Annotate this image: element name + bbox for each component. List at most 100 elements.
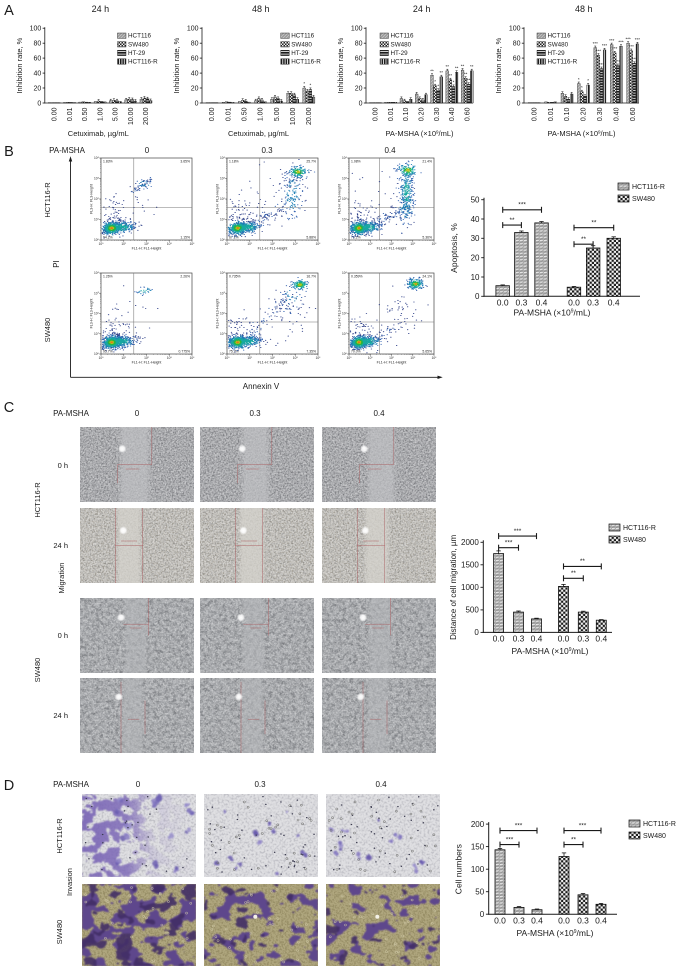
svg-text:SW480: SW480 [55, 920, 64, 945]
svg-text:50: 50 [471, 196, 480, 205]
svg-text:Inhibition rate, %: Inhibition rate, % [15, 37, 24, 93]
svg-text:103: 103 [220, 291, 226, 295]
svg-text:PA-MSHA (×109/mL): PA-MSHA (×109/mL) [547, 129, 616, 138]
svg-text:0.4: 0.4 [536, 298, 548, 308]
svg-text:Apoptosis, %: Apoptosis, % [449, 223, 459, 273]
svg-text:SW480: SW480 [548, 41, 569, 48]
svg-text:*: * [310, 83, 312, 88]
svg-text:C: C [4, 400, 14, 416]
svg-text:75.2%: 75.2% [229, 350, 239, 354]
svg-text:**: ** [467, 78, 471, 83]
svg-text:48 h: 48 h [252, 4, 270, 14]
svg-text:0.00: 0.00 [51, 107, 58, 121]
svg-text:0.00: 0.00 [209, 107, 216, 121]
svg-text:0.735%: 0.735% [229, 275, 241, 279]
svg-text:2.26%: 2.26% [180, 275, 190, 279]
svg-text:0.50: 0.50 [82, 107, 89, 121]
svg-text:HCT116-R: HCT116-R [128, 59, 158, 66]
svg-text:FL3-H: FL3-Height: FL3-H: FL3-Height [90, 184, 94, 214]
svg-text:FL3-H: FL3-Height: FL3-H: FL3-Height [338, 299, 342, 329]
svg-text:**: ** [449, 73, 453, 78]
svg-text:100: 100 [351, 26, 363, 33]
svg-text:103: 103 [167, 356, 173, 360]
svg-text:HCT116-R: HCT116-R [55, 818, 64, 854]
svg-text:***: *** [515, 822, 523, 829]
svg-text:0.3: 0.3 [577, 634, 589, 644]
svg-text:HT-29: HT-29 [291, 50, 309, 57]
svg-text:102: 102 [389, 356, 395, 360]
svg-text:101: 101 [247, 242, 253, 246]
svg-text:2000: 2000 [461, 538, 479, 547]
svg-text:5.65%: 5.65% [422, 350, 432, 354]
svg-text:0.30: 0.30 [434, 107, 441, 121]
svg-text:104: 104 [316, 356, 322, 360]
svg-text:**: ** [580, 558, 586, 565]
svg-text:0: 0 [475, 292, 480, 301]
svg-text:101: 101 [342, 332, 348, 336]
svg-text:0.10: 0.10 [564, 107, 571, 121]
svg-text:100: 100 [342, 238, 348, 242]
svg-text:**: ** [571, 570, 577, 577]
svg-text:0 h: 0 h [58, 461, 68, 470]
svg-text:Annexin V: Annexin V [243, 382, 280, 391]
svg-text:**: ** [440, 70, 444, 75]
svg-text:0.4: 0.4 [595, 916, 607, 926]
svg-text:200: 200 [471, 820, 485, 829]
svg-text:103: 103 [293, 356, 299, 360]
svg-text:HCT116-R: HCT116-R [643, 821, 676, 828]
svg-text:0 h: 0 h [58, 631, 68, 640]
svg-text:101: 101 [121, 242, 127, 246]
svg-text:5.00: 5.00 [274, 107, 281, 121]
svg-text:60: 60 [513, 56, 521, 63]
svg-text:0.30: 0.30 [597, 107, 604, 121]
svg-text:HT-29: HT-29 [548, 50, 566, 57]
svg-text:**: ** [446, 64, 450, 69]
svg-text:0.3: 0.3 [577, 916, 589, 926]
svg-text:0: 0 [517, 100, 521, 107]
svg-text:24 h: 24 h [53, 541, 68, 550]
svg-text:80: 80 [34, 41, 42, 48]
svg-text:***: *** [609, 38, 615, 43]
svg-text:*: * [453, 80, 455, 85]
svg-text:100: 100 [225, 242, 231, 246]
svg-text:48 h: 48 h [575, 4, 593, 14]
svg-text:0.20: 0.20 [419, 107, 426, 121]
svg-text:104: 104 [432, 242, 438, 246]
svg-text:70.0%: 70.0% [351, 350, 361, 354]
svg-text:HCT116-R: HCT116-R [43, 182, 52, 218]
svg-text:FL3-H: FL3-Height: FL3-H: FL3-Height [90, 299, 94, 329]
svg-text:0.60: 0.60 [464, 107, 471, 121]
svg-text:80: 80 [355, 41, 363, 48]
svg-text:B: B [4, 144, 14, 160]
svg-text:102: 102 [389, 242, 395, 246]
svg-text:**: ** [430, 69, 434, 74]
svg-text:30: 30 [471, 234, 480, 243]
svg-text:1.00: 1.00 [97, 107, 104, 121]
svg-text:40: 40 [191, 71, 199, 78]
svg-text:20.00: 20.00 [306, 107, 313, 125]
svg-text:95.7%: 95.7% [103, 350, 113, 354]
svg-text:102: 102 [220, 312, 226, 316]
svg-text:3.65%: 3.65% [180, 160, 190, 164]
svg-text:0.0: 0.0 [568, 298, 580, 308]
svg-text:***: *** [596, 48, 602, 53]
svg-text:101: 101 [220, 218, 226, 222]
svg-text:100: 100 [225, 356, 231, 360]
svg-text:PI: PI [52, 260, 61, 268]
svg-text:**: ** [509, 217, 515, 224]
svg-text:PA-MSHA: PA-MSHA [53, 780, 90, 789]
svg-text:10: 10 [471, 273, 480, 282]
svg-text:0.0: 0.0 [493, 634, 505, 644]
svg-text:16.7%: 16.7% [306, 275, 316, 279]
svg-text:**: ** [591, 220, 597, 227]
svg-text:Inhibition rate, %: Inhibition rate, % [494, 37, 503, 93]
svg-text:50: 50 [475, 888, 484, 897]
svg-text:0.3: 0.3 [587, 298, 599, 308]
svg-text:40: 40 [513, 71, 521, 78]
svg-text:FL1-H: FL1-Height: FL1-H: FL1-Height [377, 247, 407, 251]
svg-text:SW480: SW480 [43, 318, 52, 343]
svg-text:5.88%: 5.88% [306, 236, 316, 240]
svg-text:PA-MSHA (×109/mL): PA-MSHA (×109/mL) [385, 129, 454, 138]
svg-text:104: 104 [220, 156, 226, 160]
svg-text:7.35%: 7.35% [306, 350, 316, 354]
